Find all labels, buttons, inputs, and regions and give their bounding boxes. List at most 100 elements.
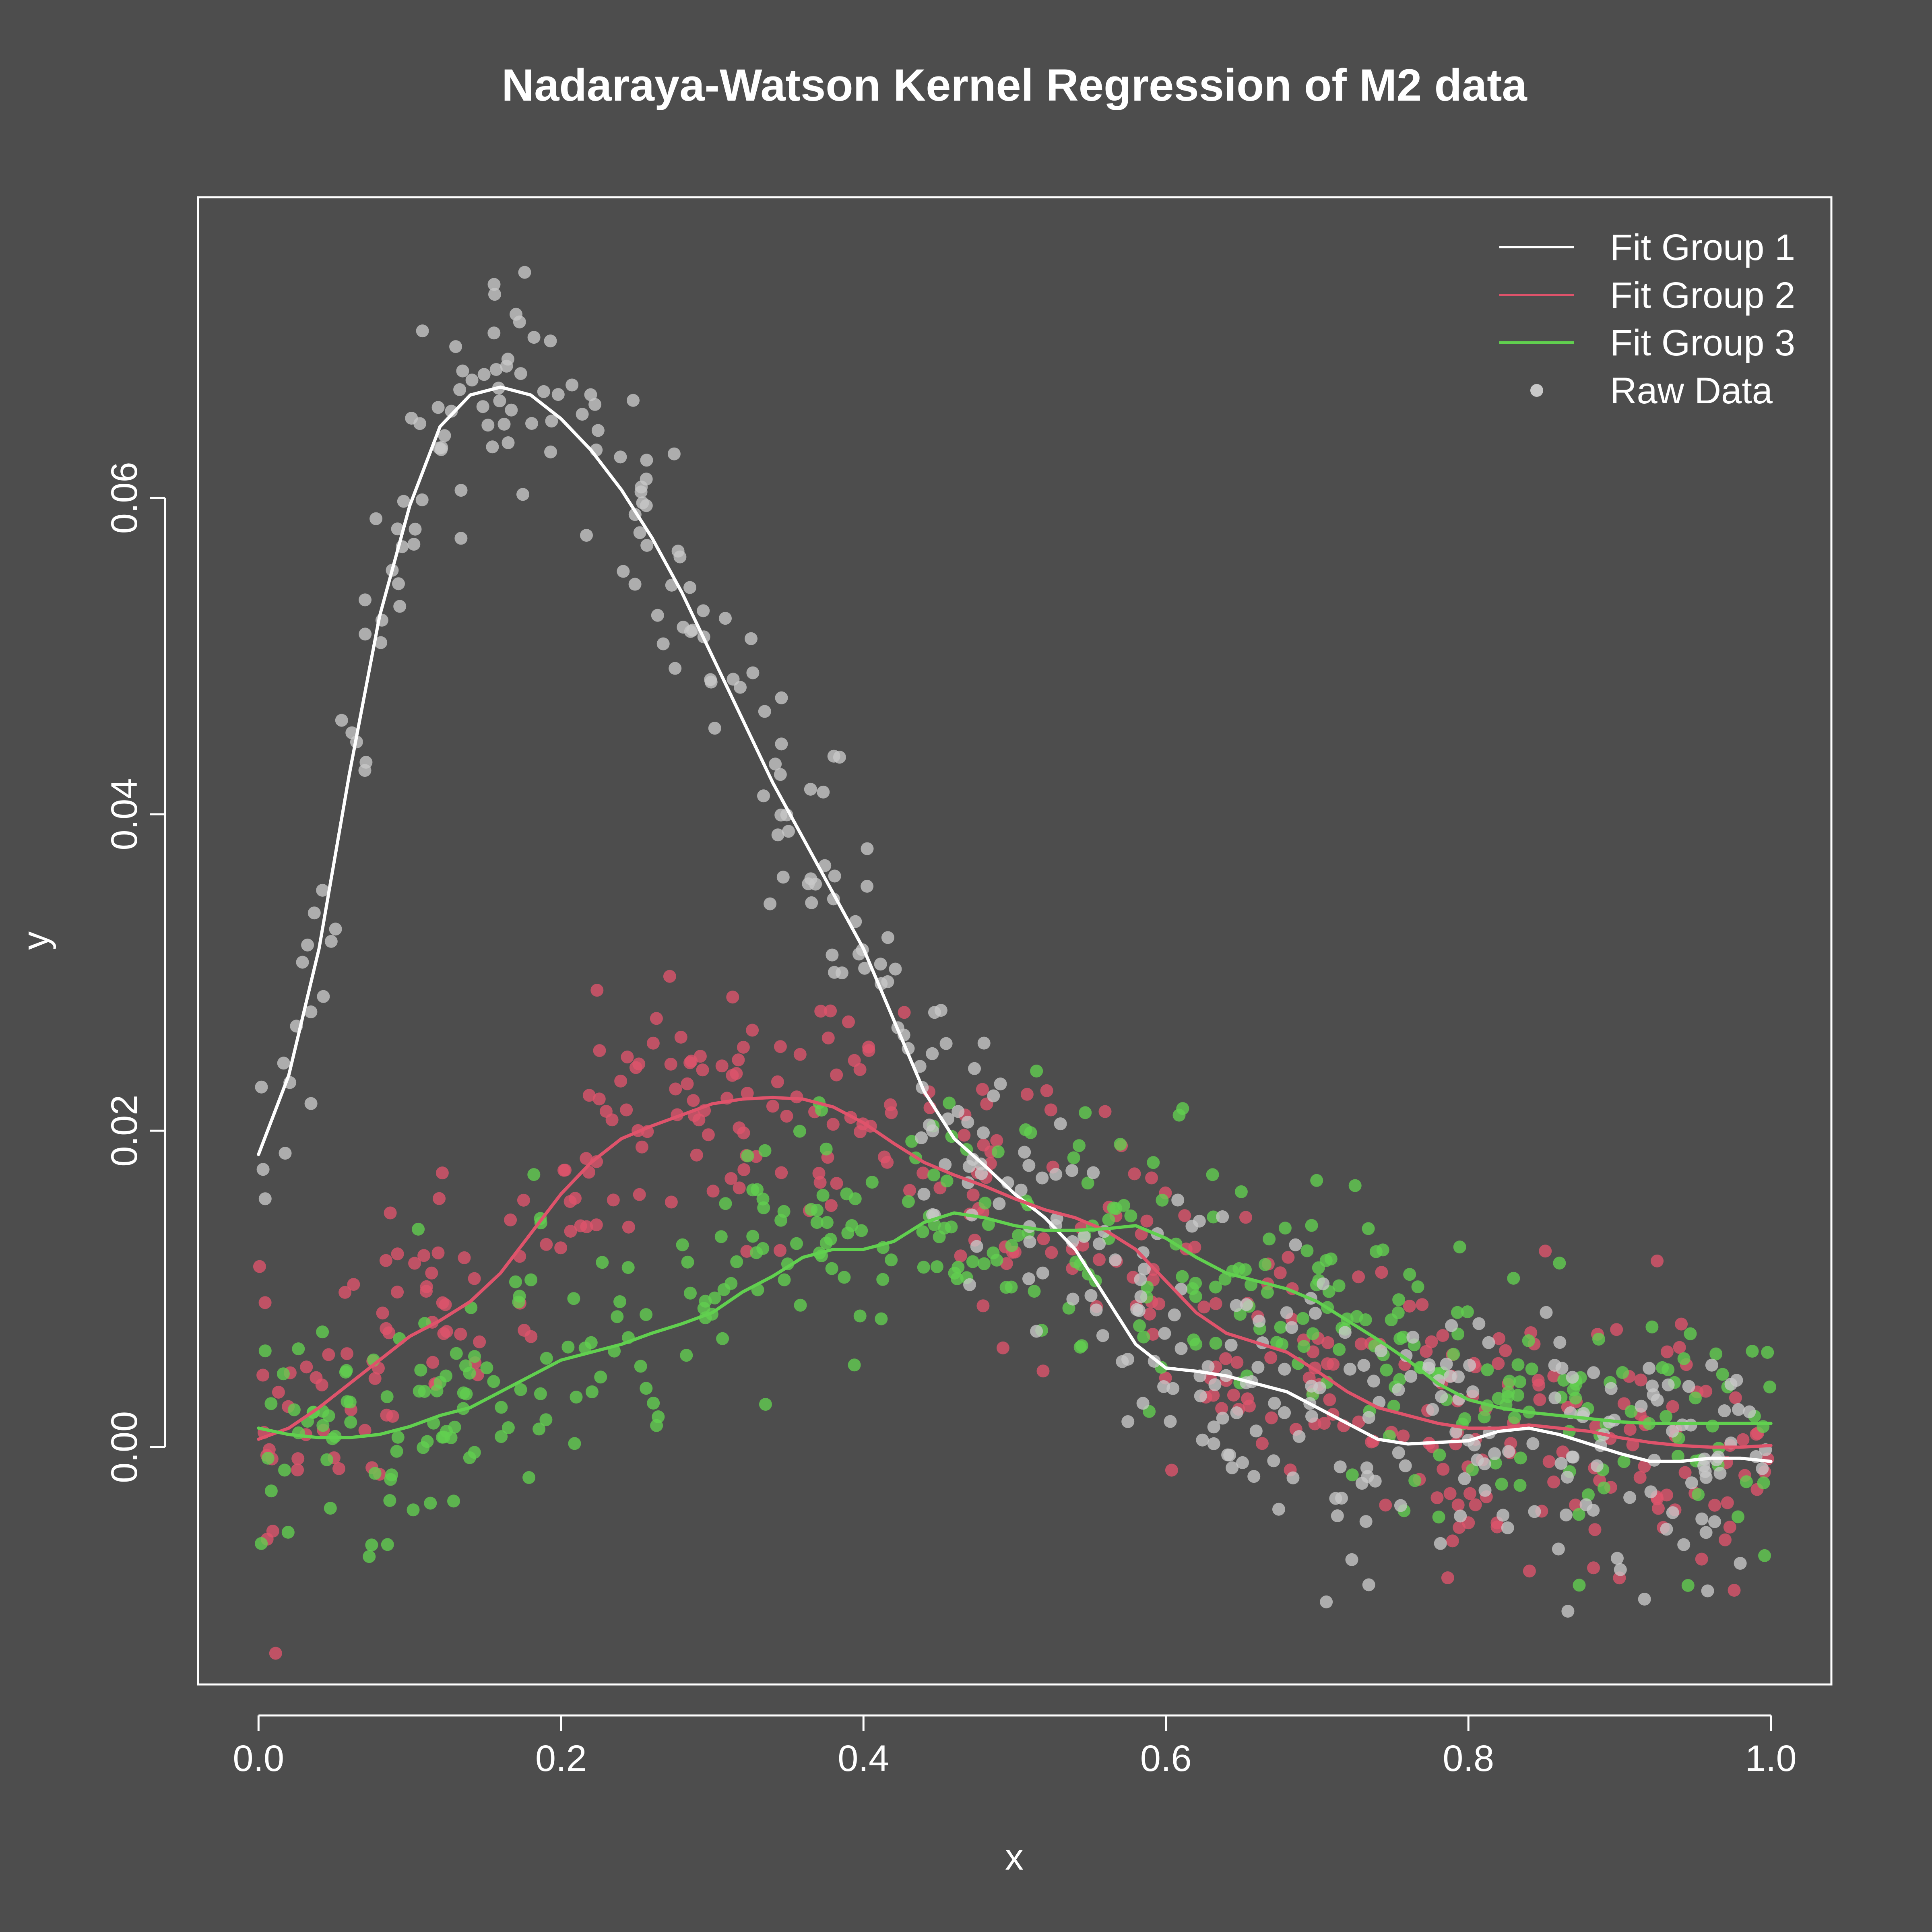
raw-data-point	[588, 398, 602, 411]
raw-data-point	[1036, 1171, 1049, 1185]
raw-data-point	[793, 1048, 807, 1061]
raw-data-point	[393, 600, 407, 613]
raw-data-point	[1666, 1424, 1679, 1438]
raw-data-point	[976, 1299, 990, 1313]
raw-data-point	[1300, 1244, 1314, 1257]
raw-data-point	[1684, 1327, 1697, 1340]
raw-data-point	[651, 609, 664, 622]
raw-data-point	[384, 1473, 397, 1486]
raw-data-point	[1440, 1358, 1453, 1371]
raw-data-point	[650, 1012, 663, 1025]
raw-data-point	[384, 1206, 397, 1220]
raw-data-point	[527, 1168, 541, 1181]
raw-data-point	[1327, 1358, 1340, 1371]
raw-data-point	[855, 1224, 868, 1237]
raw-data-point	[852, 947, 865, 961]
raw-data-point	[500, 359, 513, 373]
raw-data-point	[945, 1220, 958, 1234]
raw-data-point	[582, 1089, 596, 1102]
raw-data-point	[1234, 1185, 1248, 1198]
raw-data-point	[1318, 1417, 1331, 1430]
raw-data-point	[1240, 1298, 1253, 1311]
raw-data-point	[320, 1453, 334, 1466]
raw-data-point	[683, 1056, 697, 1069]
raw-data-point	[459, 1359, 472, 1373]
raw-data-point	[681, 1255, 694, 1269]
raw-data-point	[1333, 1343, 1346, 1356]
raw-data-point	[1660, 1345, 1674, 1358]
raw-data-point	[1255, 1437, 1269, 1450]
raw-data-point	[1542, 1455, 1556, 1468]
raw-data-point	[1501, 1521, 1514, 1534]
raw-data-point	[774, 1040, 787, 1053]
raw-data-point	[1352, 1270, 1365, 1284]
raw-data-point	[1030, 1325, 1043, 1338]
raw-data-point	[950, 1272, 964, 1285]
raw-data-point	[775, 1166, 788, 1179]
raw-data-point	[590, 1218, 603, 1232]
raw-data-point	[580, 529, 593, 542]
fit-line-group1	[257, 385, 1773, 1463]
raw-data-point	[996, 1341, 1009, 1354]
raw-data-point	[1677, 1538, 1690, 1551]
raw-data-point	[1346, 1468, 1359, 1482]
raw-data-point	[674, 1030, 687, 1044]
raw-data-point	[1286, 1471, 1300, 1484]
raw-data-point	[805, 896, 818, 909]
raw-data-point	[1705, 1358, 1718, 1372]
raw-data-point	[359, 627, 372, 641]
raw-data-point	[1582, 1488, 1595, 1501]
raw-data-point	[930, 1260, 943, 1274]
raw-data-point	[633, 526, 646, 539]
raw-data-point	[1236, 1456, 1249, 1469]
raw-data-point	[316, 883, 329, 897]
raw-data-point	[1695, 1512, 1709, 1525]
raw-data-point	[1108, 1253, 1122, 1267]
raw-data-point	[381, 1538, 394, 1551]
raw-data-point	[1746, 1345, 1759, 1358]
raw-data-point	[255, 1080, 268, 1094]
raw-data-point	[1194, 1389, 1207, 1403]
raw-data-point	[1092, 1253, 1106, 1266]
raw-data-point	[885, 1253, 898, 1267]
raw-data-point	[1555, 1362, 1569, 1375]
raw-data-point	[816, 1189, 830, 1202]
raw-data-point	[1096, 1329, 1109, 1342]
raw-data-point	[1208, 1378, 1222, 1391]
raw-data-point	[848, 1054, 861, 1067]
raw-data-point	[1124, 1209, 1137, 1222]
raw-data-point	[564, 1225, 577, 1238]
raw-data-point	[633, 1188, 646, 1201]
raw-data-point	[1138, 1262, 1151, 1276]
raw-data-point	[1587, 1504, 1600, 1517]
raw-data-point	[1513, 1375, 1526, 1389]
raw-data-point	[1469, 1498, 1482, 1511]
raw-data-point	[1332, 1279, 1346, 1292]
raw-data-point	[724, 1277, 738, 1290]
raw-data-point	[774, 808, 788, 822]
raw-data-point	[1532, 1374, 1545, 1387]
raw-data-point	[1708, 1515, 1721, 1528]
raw-data-point	[1114, 1137, 1127, 1151]
raw-data-point	[1280, 1306, 1293, 1319]
raw-data-point	[1501, 1390, 1515, 1403]
raw-data-point	[889, 962, 902, 976]
raw-data-point	[970, 1240, 983, 1253]
raw-data-point	[347, 1278, 360, 1291]
raw-data-point	[861, 879, 874, 893]
raw-data-point	[1392, 1446, 1405, 1459]
raw-data-point	[1359, 1313, 1372, 1326]
raw-data-point	[1321, 1336, 1334, 1349]
raw-data-point	[716, 1332, 729, 1345]
raw-data-point	[676, 1238, 689, 1251]
raw-data-point	[978, 1197, 992, 1210]
raw-data-point	[1331, 1509, 1344, 1522]
raw-data-point	[593, 1044, 606, 1057]
raw-data-point	[1763, 1380, 1776, 1393]
raw-data-point	[727, 673, 740, 686]
x-tick-label: 1.0	[1745, 1738, 1797, 1779]
raw-data-point	[1408, 1474, 1422, 1487]
raw-data-point	[915, 1131, 928, 1144]
raw-data-point	[917, 1187, 931, 1201]
raw-data-point	[435, 443, 448, 456]
